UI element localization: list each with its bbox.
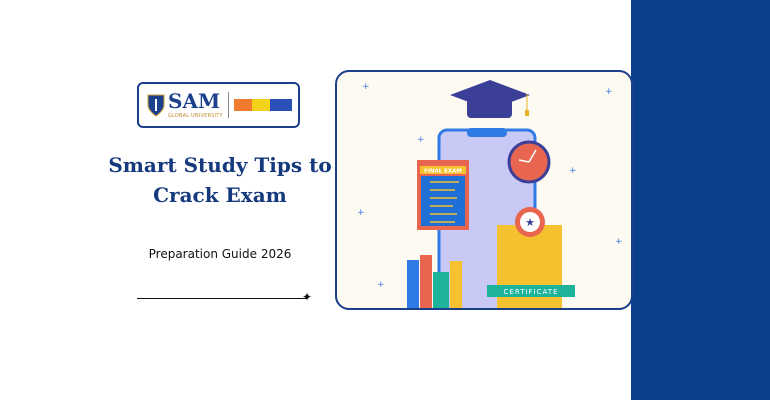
star-icon: ★ (525, 216, 535, 229)
svg-text:+: + (569, 166, 577, 176)
svg-text:+: + (615, 237, 623, 247)
books-icon (407, 255, 462, 308)
sparkle-icon: ✦ (302, 290, 313, 304)
svg-text:+: + (417, 135, 425, 145)
subtitle: Preparation Guide 2026 (148, 247, 292, 261)
shield-icon (147, 94, 165, 117)
divider-line (137, 298, 307, 299)
certificate-icon: ★ CERTIFICATE (487, 207, 575, 308)
page-title: Smart Study Tips to Crack Exam (80, 150, 360, 210)
logo-badge (233, 99, 292, 111)
badge-orange-block (233, 99, 252, 111)
svg-text:+: + (377, 280, 385, 290)
svg-text:+: + (357, 208, 365, 218)
logo-tagline: GLOBAL UNIVERSITY (168, 113, 223, 119)
logo-name: SAM (168, 89, 221, 113)
university-logo: SAM GLOBAL UNIVERSITY (137, 82, 300, 128)
clock-icon (507, 140, 551, 184)
sparkle-icons: + + + + + + + (357, 82, 623, 290)
svg-text:+: + (605, 87, 613, 97)
svg-text:+: + (362, 82, 370, 92)
certificate-label: CERTIFICATE (504, 288, 559, 296)
exam-label: FINAL EXAM (424, 169, 462, 175)
right-blue-panel (631, 0, 770, 400)
graduation-cap-icon (450, 80, 530, 118)
title-line-1: Smart Study Tips to (108, 153, 332, 177)
badge-yellow-block (251, 99, 270, 111)
title-line-2: Crack Exam (153, 183, 287, 207)
exam-illustration: + + + + + + + FINAL EXAM ★ CERTIFICATE (335, 70, 633, 310)
final-exam-sheet: FINAL EXAM (417, 160, 469, 230)
logo-divider (227, 92, 229, 118)
badge-blue-block (269, 99, 292, 111)
